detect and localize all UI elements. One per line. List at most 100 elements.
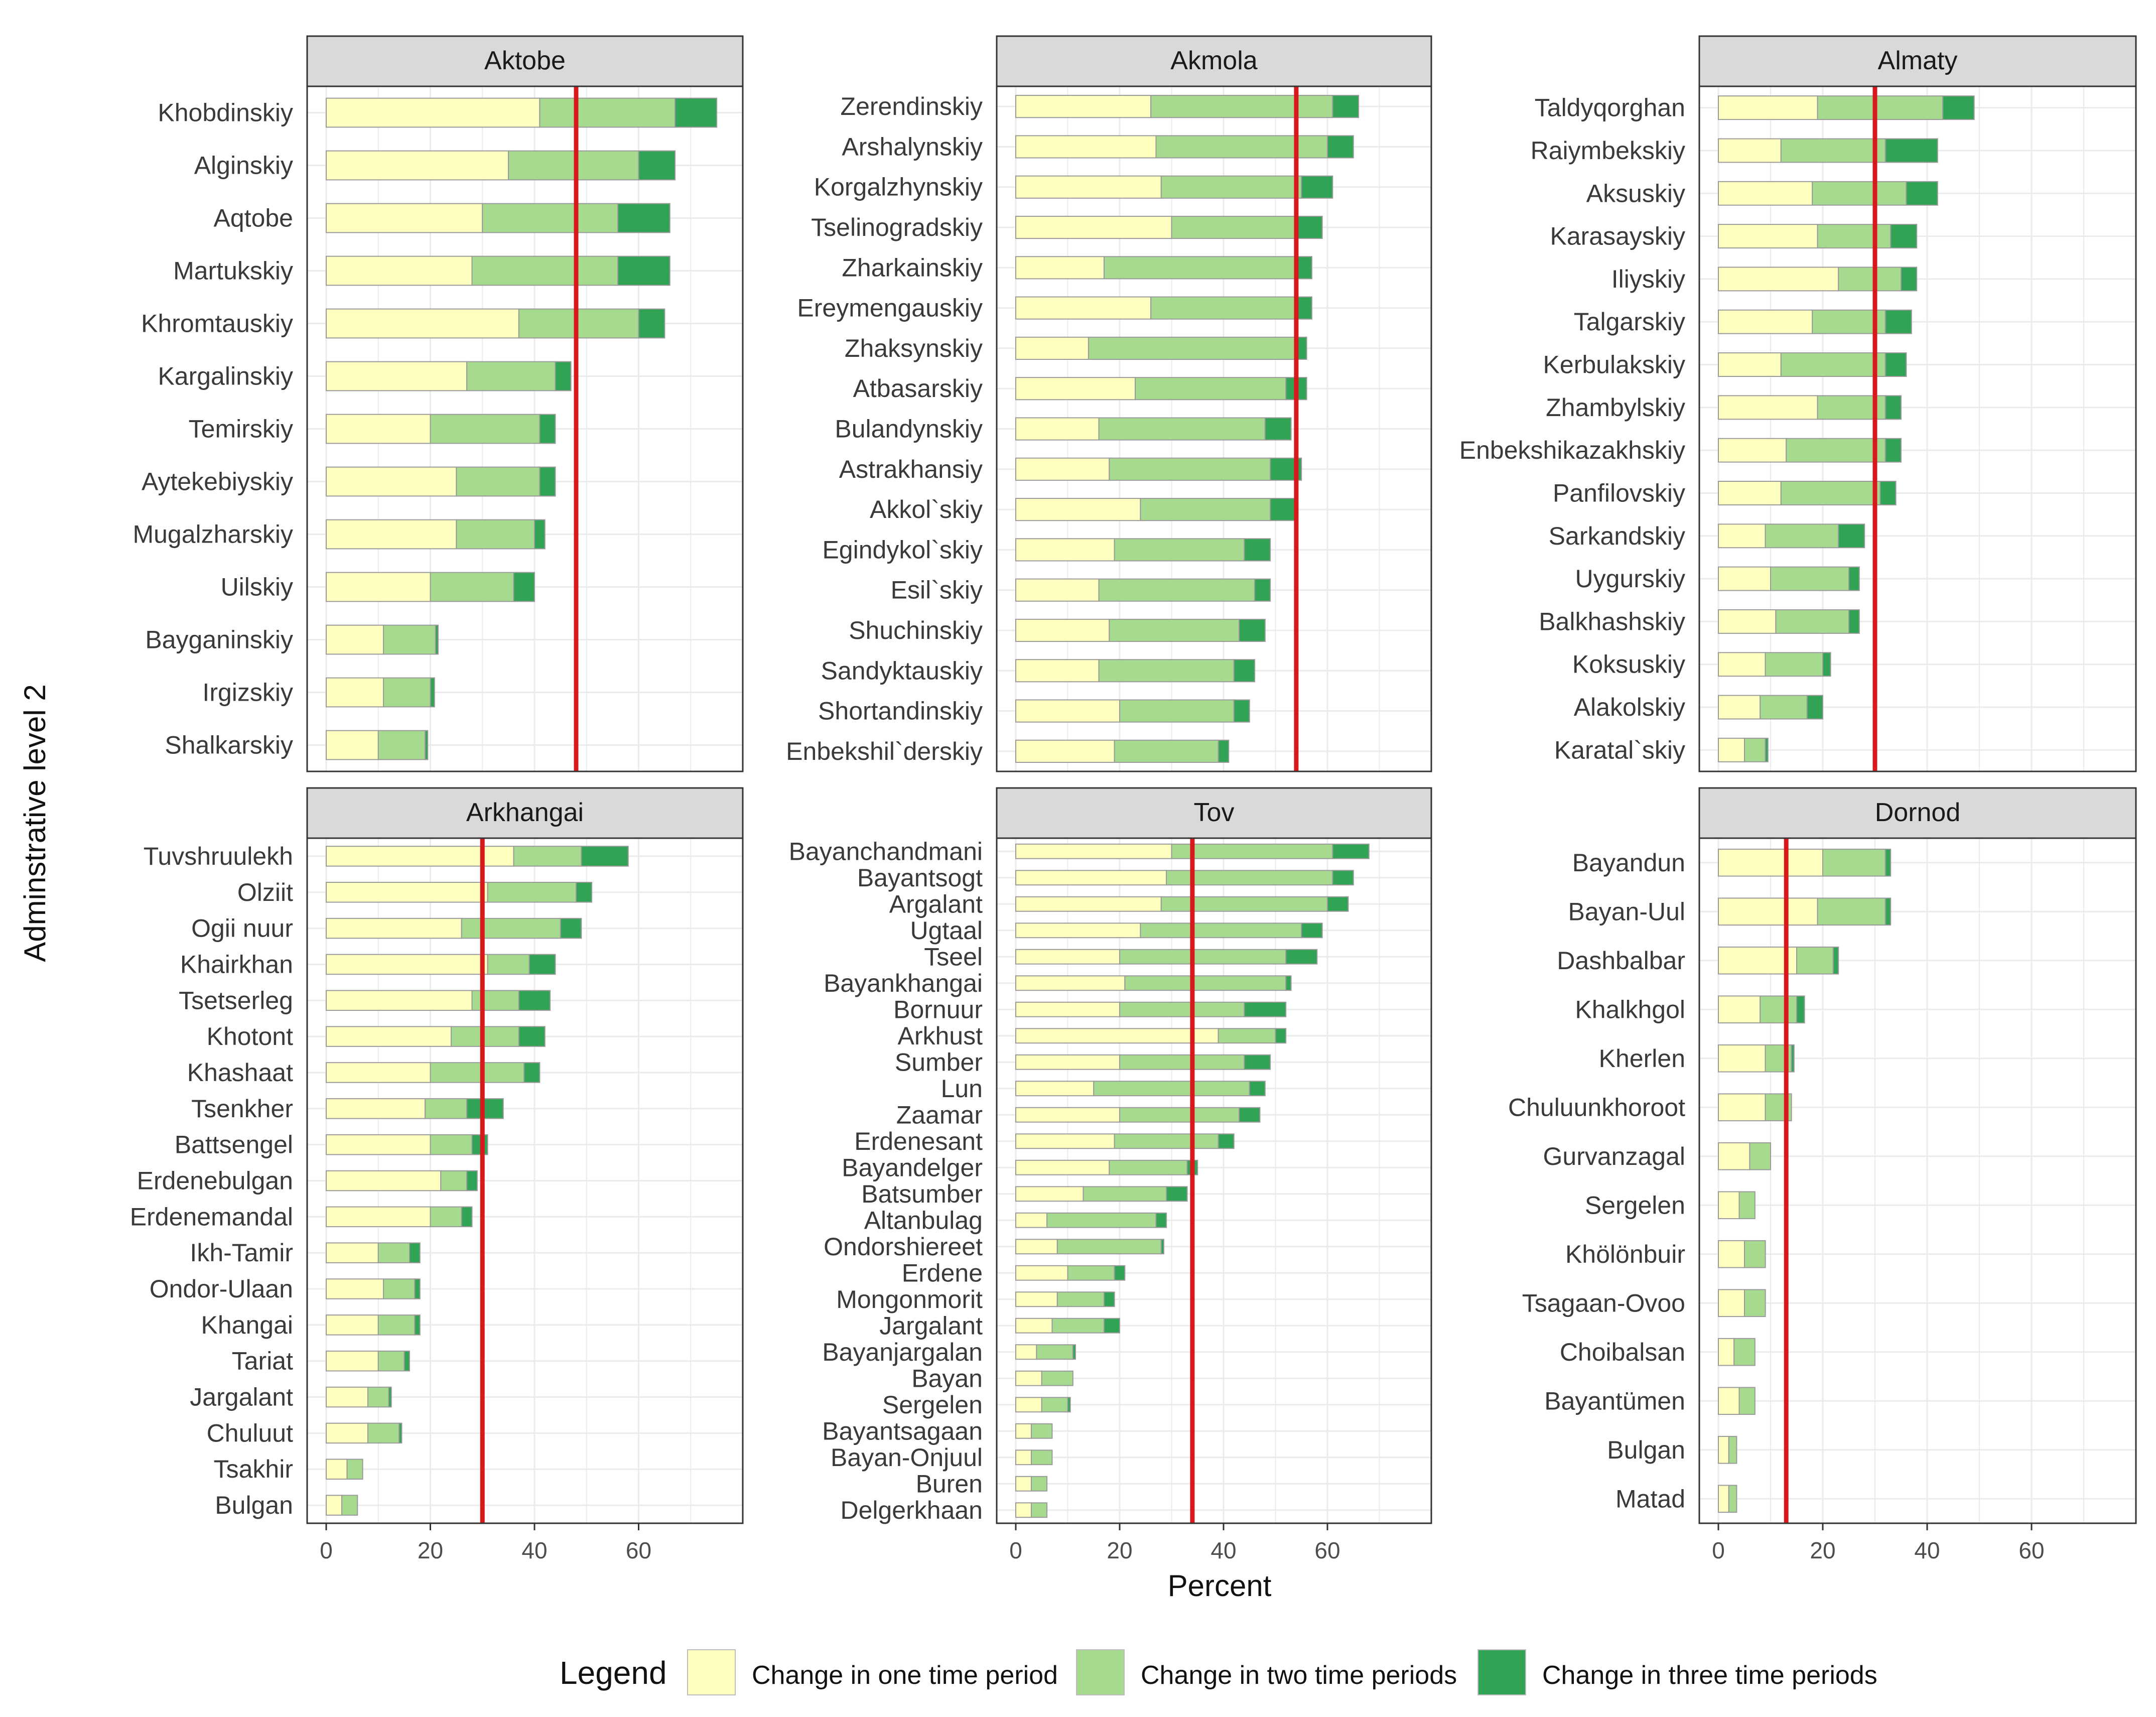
bar-segment bbox=[414, 1314, 421, 1336]
panel-border bbox=[1698, 85, 2137, 772]
category-label: Buren bbox=[916, 1470, 983, 1498]
bar-segment bbox=[1285, 975, 1292, 991]
bar-segment bbox=[326, 1459, 348, 1480]
bar-segment bbox=[1718, 1191, 1740, 1220]
bar-segment bbox=[1015, 1502, 1032, 1518]
bar-segment bbox=[1031, 1449, 1053, 1466]
bar-segment bbox=[1718, 181, 1813, 206]
bar-segment bbox=[1718, 1142, 1750, 1170]
bar-segment bbox=[409, 1242, 421, 1263]
bar-segment bbox=[1791, 1044, 1795, 1073]
category-label: Ogii nuur bbox=[191, 914, 293, 943]
bar-segment bbox=[1015, 578, 1100, 602]
category-label: Karasayskiy bbox=[1550, 222, 1685, 250]
bar-segment bbox=[471, 1134, 488, 1155]
x-tick-label: 40 bbox=[521, 1537, 547, 1563]
bar-segment bbox=[1327, 896, 1349, 912]
bar-segment bbox=[1884, 897, 1892, 926]
bar-segment bbox=[1285, 949, 1318, 965]
bar-segment bbox=[377, 730, 426, 760]
category-label: Arkhust bbox=[897, 1022, 983, 1050]
panel-arkhangai: Arkhangai Tuvshruulekh Olziit Ogii nuur Khai… bbox=[130, 787, 744, 1563]
bar-segment bbox=[1718, 481, 1782, 505]
bar-segment bbox=[1884, 848, 1892, 877]
bar-segment bbox=[1119, 949, 1287, 965]
bar-segment bbox=[1015, 1054, 1120, 1070]
bar-segment bbox=[1718, 1338, 1735, 1366]
bar-segment bbox=[326, 572, 431, 602]
bar-segment bbox=[461, 917, 561, 939]
bar-segment bbox=[346, 1459, 363, 1480]
bar-segment bbox=[1015, 1239, 1058, 1255]
category-label: Kerbulakskiy bbox=[1543, 351, 1685, 379]
bar-segment bbox=[1295, 296, 1312, 320]
bar-segment bbox=[1067, 1397, 1071, 1413]
category-label: Aksuskiy bbox=[1586, 179, 1685, 207]
bar-segment bbox=[1728, 1435, 1737, 1464]
category-label: Ondorshiereet bbox=[824, 1233, 983, 1261]
bar-segment bbox=[1218, 1133, 1235, 1149]
bar-segment bbox=[1140, 498, 1271, 521]
category-label: Tariat bbox=[232, 1347, 293, 1375]
bar-segment bbox=[1295, 215, 1323, 239]
bar-segment bbox=[1718, 1387, 1740, 1415]
bar-segment bbox=[1233, 659, 1256, 683]
bar-segment bbox=[1015, 896, 1162, 912]
bar-segment bbox=[1718, 352, 1782, 377]
category-label: Sumber bbox=[895, 1048, 983, 1076]
bar-segment bbox=[1171, 843, 1333, 859]
y-axis-title: Adminstrative level 2 bbox=[18, 684, 52, 962]
bar-segment bbox=[1718, 95, 1818, 120]
panel-title: Tov bbox=[1194, 798, 1235, 827]
legend-swatch bbox=[687, 1649, 736, 1695]
bar-segment bbox=[1254, 578, 1271, 602]
bar-segment bbox=[534, 519, 546, 550]
category-label: Olziit bbox=[237, 878, 293, 906]
panel-strip bbox=[306, 35, 744, 87]
bar-segment bbox=[1015, 1159, 1110, 1175]
category-label: Arshalynskiy bbox=[842, 133, 983, 161]
bar-segment bbox=[1301, 175, 1333, 199]
bar-segment bbox=[1718, 523, 1766, 549]
category-label: Bayantsogt bbox=[857, 864, 983, 892]
bar-segment bbox=[326, 1278, 384, 1299]
bar-segment bbox=[518, 1026, 546, 1047]
legend-label: Change in two time periods bbox=[1141, 1661, 1457, 1690]
bar-segment bbox=[466, 361, 556, 391]
bar-segment bbox=[1817, 95, 1944, 120]
bar-segment bbox=[1301, 922, 1323, 939]
category-label: Khalkhgol bbox=[1575, 995, 1685, 1023]
category-label: Atbasarskiy bbox=[853, 374, 983, 403]
bar-segment bbox=[1786, 438, 1886, 463]
bar-segment bbox=[326, 730, 379, 760]
category-label: Ondor-Ulaan bbox=[150, 1275, 293, 1303]
bar-segment bbox=[1015, 296, 1152, 320]
bar-segment bbox=[1822, 848, 1886, 877]
category-label: Temirskiy bbox=[189, 415, 293, 443]
category-label: Argalant bbox=[889, 890, 983, 918]
bar-segment bbox=[1718, 1485, 1729, 1513]
bar-segment bbox=[1015, 1344, 1037, 1360]
bar-segment bbox=[1718, 652, 1766, 677]
panel-border bbox=[996, 85, 1432, 772]
bar-segment bbox=[1124, 975, 1287, 991]
bar-segment bbox=[326, 1134, 431, 1155]
bar-segment bbox=[1817, 224, 1892, 249]
bar-segment bbox=[1718, 848, 1823, 877]
category-label: Sergelen bbox=[1585, 1191, 1685, 1219]
bar-segment bbox=[326, 1386, 368, 1408]
bar-segment bbox=[1015, 175, 1162, 199]
category-label: Shalkarskiy bbox=[165, 731, 293, 759]
bar-segment bbox=[430, 1134, 473, 1155]
legend-label: Change in three time periods bbox=[1542, 1661, 1877, 1690]
bar-segment bbox=[1765, 737, 1769, 762]
bar-segment bbox=[1015, 1081, 1095, 1097]
bar-segment bbox=[1775, 609, 1849, 634]
category-label: Erdene bbox=[902, 1259, 983, 1287]
category-label: Mongonmorit bbox=[836, 1285, 983, 1313]
bar-segment bbox=[326, 150, 509, 181]
bar-segment bbox=[326, 846, 514, 867]
category-label: Gurvanzagal bbox=[1543, 1142, 1686, 1170]
bar-segment bbox=[1817, 897, 1886, 926]
bar-segment bbox=[1780, 352, 1886, 377]
